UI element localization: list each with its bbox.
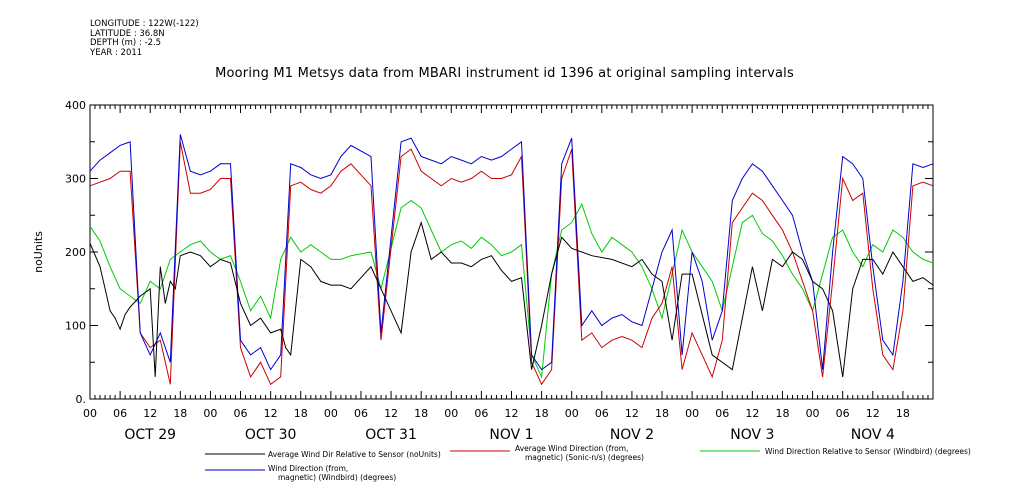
legend-label: magnetic) (Sonic-n/s) (degrees) [525,453,644,462]
x-tick-label: 18 [173,407,187,420]
x-tick-label: 06 [715,407,729,420]
legend: Average Wind Dir Relative to Sensor (noU… [205,444,971,482]
x-tick-label: 00 [565,407,579,420]
x-tick-label: 18 [414,407,428,420]
y-tick-label: 300 [65,173,86,186]
y-tick-label: 400 [65,99,86,112]
series-line-3 [89,199,934,379]
series-line-1 [89,220,934,377]
x-tick-label: 18 [775,407,789,420]
x-tick-label: 00 [806,407,820,420]
x-day-label: OCT 31 [365,427,417,443]
x-tick-label: 12 [264,407,278,420]
y-tick-label: 200 [65,246,86,259]
x-day-label: OCT 29 [124,427,176,443]
x-tick-label: 00 [83,407,97,420]
x-tick-label: 00 [444,407,458,420]
x-tick-label: 06 [234,407,248,420]
x-tick-label: 06 [354,407,368,420]
x-day-label: NOV 4 [851,427,895,443]
x-day-label: NOV 1 [489,427,533,443]
x-day-label: NOV 3 [730,427,774,443]
legend-label: magnetic) (Windbird) (degrees) [278,473,396,482]
axis-ticks: 0. 100 200 300 400 00 06 12 18 00 06 12 18 00 06 12 18 00… [65,99,934,443]
x-tick-label: 12 [384,407,398,420]
legend-label: Wind Direction (from, [268,464,348,473]
x-tick-label: 06 [474,407,488,420]
series-line-4 [89,134,934,371]
x-tick-label: 12 [625,407,639,420]
x-tick-label: 12 [143,407,157,420]
y-axis-label: noUnits [32,231,45,273]
depth-text: DEPTH (m) : -2.5 [90,38,162,49]
y-tick-label: 100 [65,320,86,333]
metadata-block: LONGITUDE : 122W(-122) LATITUDE : 36.8N … [90,19,199,58]
legend-label: Average Wind Direction (from, [515,444,628,453]
series-layer [89,134,934,386]
y-tick-label: 0. [76,393,87,406]
x-tick-label: 00 [685,407,699,420]
latitude-text: LATITUDE : 36.8N [90,28,165,39]
longitude-text: LONGITUDE : 122W(-122) [90,19,199,29]
x-tick-label: 18 [535,407,549,420]
x-tick-label: 06 [113,407,127,420]
x-tick-label: 18 [294,407,308,420]
x-tick-label: 00 [203,407,217,420]
legend-label: Wind Direction Relative to Sensor (Windb… [765,447,971,456]
x-tick-label: 06 [836,407,850,420]
legend-label: Average Wind Dir Relative to Sensor (noU… [268,450,441,459]
chart-title: Mooring M1 Metsys data from MBARI instru… [215,66,794,81]
x-tick-label: 12 [745,407,759,420]
x-tick-label: 00 [324,407,338,420]
x-tick-label: 06 [595,407,609,420]
x-tick-label: 12 [866,407,880,420]
x-tick-label: 12 [505,407,519,420]
x-day-label: OCT 30 [245,427,297,443]
x-day-label: NOV 2 [610,427,654,443]
year-text: YEAR : 2011 [90,47,143,58]
x-tick-label: 18 [896,407,910,420]
series-line-2 [89,141,934,386]
x-tick-label: 18 [655,407,669,420]
